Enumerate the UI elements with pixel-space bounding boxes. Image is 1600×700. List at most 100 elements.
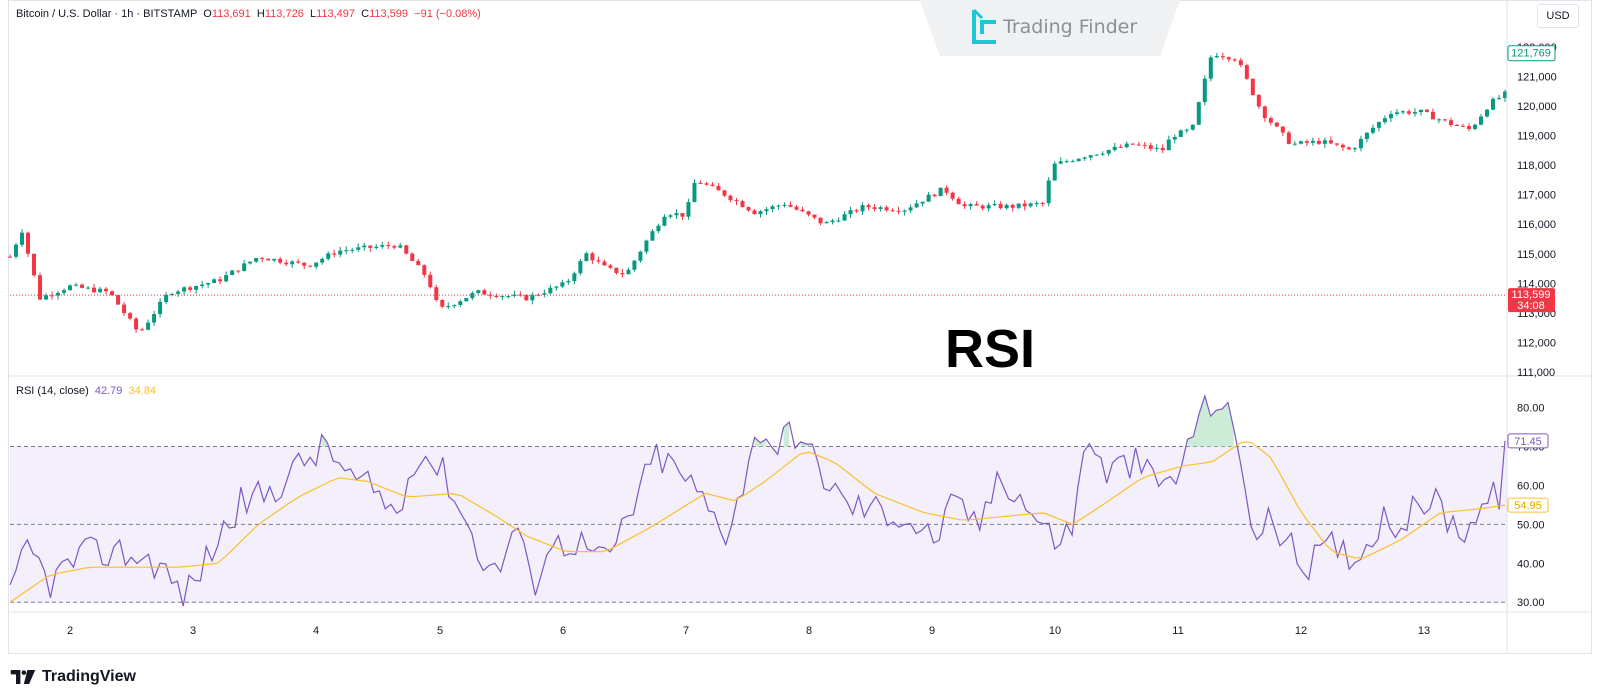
candle — [656, 223, 661, 234]
candle-body — [446, 306, 451, 308]
candle — [788, 201, 793, 208]
candle-body — [812, 214, 817, 218]
candle — [146, 319, 151, 331]
candle — [962, 201, 967, 210]
candle-body — [1118, 146, 1123, 148]
candle — [560, 279, 565, 288]
candle — [1322, 137, 1327, 148]
candle-body — [1503, 91, 1507, 98]
candle-body — [1280, 126, 1285, 133]
candle — [662, 214, 667, 227]
candle — [428, 271, 433, 289]
candle-body — [122, 304, 127, 314]
overbought-fill — [783, 422, 790, 447]
candle-body — [1238, 60, 1243, 66]
candle-body — [302, 262, 307, 266]
candle-body — [926, 194, 931, 202]
symbol-header: Bitcoin / U.S. Dollar · 1h · BITSTAMP O1… — [16, 8, 481, 20]
candle — [1412, 108, 1417, 117]
candle-body — [62, 290, 67, 293]
rsi-ma-current-value: 34.84 — [128, 385, 157, 397]
candle — [1088, 154, 1093, 161]
candle — [104, 287, 109, 295]
candle-body — [1316, 140, 1321, 144]
candle — [1376, 121, 1381, 132]
candle-body — [254, 258, 259, 262]
candle-body — [650, 231, 655, 241]
candle — [1448, 117, 1453, 128]
candle-body — [890, 210, 895, 212]
candle-body — [458, 301, 463, 306]
candle — [1082, 156, 1087, 161]
candle — [1328, 136, 1333, 145]
candle-body — [98, 288, 103, 293]
candle-body — [1376, 122, 1381, 128]
currency-button[interactable]: USD — [1537, 4, 1579, 28]
candle-body — [938, 187, 943, 197]
candle — [1460, 123, 1465, 128]
candle — [1346, 146, 1351, 150]
candle-body — [1124, 143, 1129, 148]
time-tick-label: 3 — [190, 625, 196, 637]
candle-body — [1346, 147, 1351, 150]
candle-body — [1358, 138, 1363, 149]
candle-body — [290, 261, 295, 265]
candle — [992, 200, 997, 207]
candle — [776, 204, 781, 210]
candle-body — [386, 245, 391, 247]
candle-body — [326, 253, 331, 259]
candle — [1304, 139, 1309, 147]
candle — [626, 267, 631, 275]
candle-body — [182, 287, 187, 292]
candle-body — [1208, 57, 1213, 79]
candle-body — [992, 203, 997, 206]
candle — [674, 209, 679, 219]
time-tick-label: 8 — [806, 625, 812, 637]
candle — [704, 181, 709, 186]
candle-body — [1268, 118, 1273, 123]
candle-body — [524, 294, 529, 301]
candle — [398, 242, 403, 249]
candle-body — [404, 245, 409, 254]
candle-body — [1160, 147, 1165, 151]
candle — [1172, 134, 1177, 144]
tradingview-text: TradingView — [42, 668, 136, 685]
rsi-tick-label: 30.00 — [1517, 597, 1545, 609]
candle-body — [206, 283, 211, 285]
price-tick-label: 111,000 — [1517, 367, 1555, 379]
candle-body — [1010, 204, 1015, 208]
candle — [314, 262, 319, 270]
candle — [470, 291, 475, 301]
candle-body — [482, 290, 487, 295]
rsi-ma-line — [9, 441, 1506, 603]
candle — [872, 203, 877, 212]
rsi-label: RSI (14, close) — [16, 385, 89, 397]
candle — [290, 260, 295, 269]
candle — [1250, 78, 1255, 96]
candle — [98, 286, 103, 294]
candle-body — [584, 253, 589, 262]
candle-body — [1292, 143, 1297, 145]
candle — [416, 258, 421, 266]
candle — [1022, 200, 1027, 211]
candle-body — [1442, 119, 1447, 121]
candle — [278, 256, 283, 265]
rsi-header: RSI (14, close) 42.79 34.84 — [16, 385, 156, 397]
time-tick-label: 5 — [437, 625, 443, 637]
candle-body — [614, 267, 619, 274]
watermark-brand: Trading Finder — [1003, 16, 1138, 38]
candle-body — [350, 249, 355, 251]
candle-body — [884, 207, 889, 211]
candle — [1208, 55, 1213, 82]
candle-body — [1154, 147, 1159, 149]
candle-body — [596, 260, 601, 262]
candle-body — [242, 263, 247, 271]
candle — [596, 256, 601, 264]
open-value: 113,691 — [211, 8, 251, 20]
candle-body — [338, 250, 343, 255]
candle — [1046, 177, 1051, 207]
candle-body — [1070, 161, 1075, 163]
candle — [566, 278, 571, 285]
candle-body — [1022, 203, 1027, 207]
